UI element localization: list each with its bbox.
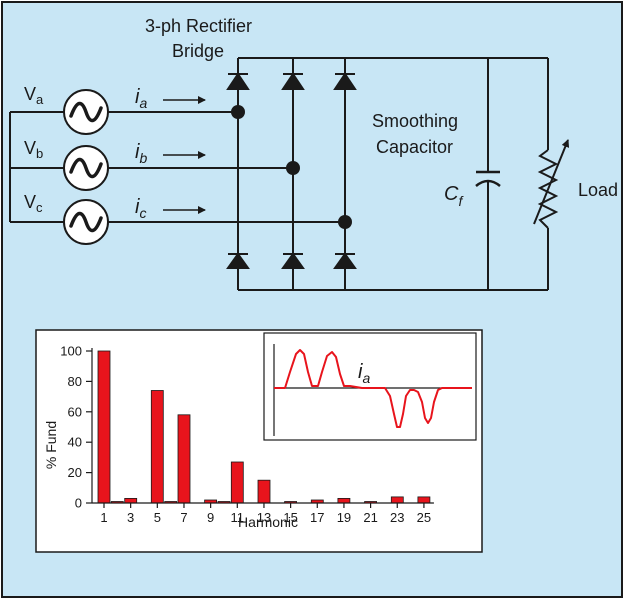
y-tick-label: 20 — [68, 465, 82, 480]
x-axis: 1 3 5 7 9 11 13 15 17 19 21 23 25 — [92, 502, 434, 525]
circuit-labels: 3-ph Rectifier Bridge Va Vb Vc ia ib ic … — [24, 16, 618, 221]
bar-harmonic-3 — [124, 497, 138, 504]
diode-upper-a — [226, 72, 250, 90]
ac-source-b — [63, 145, 109, 191]
bar-harmonic-11 — [230, 461, 244, 504]
inset-panel — [263, 332, 477, 441]
load-label: Load — [578, 180, 618, 200]
source-label-vb: Vb — [24, 138, 43, 161]
y-tick-label: 100 — [60, 344, 82, 359]
rectifier-circuit — [9, 57, 549, 291]
capacitor-label: Cf — [444, 183, 464, 209]
source-label-va: Va — [24, 84, 44, 107]
diode-upper-b — [281, 72, 305, 90]
current-label-ic: ic — [135, 196, 146, 221]
junction-b — [286, 161, 300, 175]
x-tick-label: 15 — [283, 510, 297, 525]
diode-lower-a — [226, 252, 250, 269]
waveform-inset: ia — [263, 332, 477, 441]
sine-wave-icon — [69, 157, 103, 179]
y-axis-label: % Fund — [43, 421, 59, 469]
bar-harmonic-23 — [390, 496, 404, 504]
current-waveform — [274, 349, 472, 428]
y-tick-label: 0 — [75, 496, 82, 511]
diode-lower-c — [333, 252, 357, 269]
capacitor-plate-bottom — [475, 179, 501, 187]
inset-label: ia — [358, 361, 370, 386]
x-tick-label: 9 — [207, 510, 214, 525]
x-tick-label: 19 — [337, 510, 351, 525]
smoothing-label-line2: Capacitor — [376, 137, 453, 157]
variable-load — [533, 139, 570, 229]
sine-wave-icon — [69, 211, 103, 233]
x-tick-label: 21 — [363, 510, 377, 525]
diodes — [226, 72, 357, 269]
ac-source-c — [63, 199, 109, 245]
ac-source-a — [63, 89, 109, 135]
x-tick-label: 17 — [310, 510, 324, 525]
sine-wave-icon — [69, 101, 103, 123]
y-tick-label: 40 — [68, 435, 82, 450]
x-tick-label: 11 — [231, 510, 245, 525]
resistor-zigzag — [537, 149, 559, 229]
source-label-vc: Vc — [24, 192, 43, 215]
current-arrows — [163, 96, 206, 214]
smoothing-capacitor — [475, 170, 501, 187]
x-axis-label: Harmonic — [238, 514, 298, 530]
x-tick-label: 13 — [257, 510, 271, 525]
junction-c — [338, 215, 352, 229]
y-tick-label: 60 — [68, 404, 82, 419]
bridge-title-line1: 3-ph Rectifier — [145, 16, 252, 36]
x-tick-label: 7 — [180, 510, 187, 525]
bridge-title-line2: Bridge — [172, 41, 224, 61]
junction-a — [231, 105, 245, 119]
bar-harmonic-7 — [177, 414, 191, 504]
diode-upper-c — [333, 72, 357, 90]
x-tick-label: 1 — [100, 510, 107, 525]
variable-arrow — [533, 139, 570, 225]
bar-harmonic-19 — [337, 497, 351, 504]
x-tick-label: 3 — [127, 510, 134, 525]
current-label-ia: ia — [135, 86, 147, 111]
diode-lower-b — [281, 252, 305, 269]
smoothing-label-line1: Smoothing — [372, 111, 458, 131]
bar-harmonic-5 — [150, 390, 164, 504]
x-tick-label: 23 — [390, 510, 404, 525]
x-tick-label: 25 — [417, 510, 431, 525]
x-tick-label: 5 — [154, 510, 161, 525]
bar-harmonic-25 — [417, 496, 431, 504]
bar-harmonic-1 — [97, 350, 111, 504]
y-axis: 0 20 40 60 80 100 — [60, 344, 93, 511]
y-tick-label: 80 — [68, 374, 82, 389]
bar-harmonic-13 — [257, 479, 271, 504]
current-label-ib: ib — [135, 141, 147, 166]
